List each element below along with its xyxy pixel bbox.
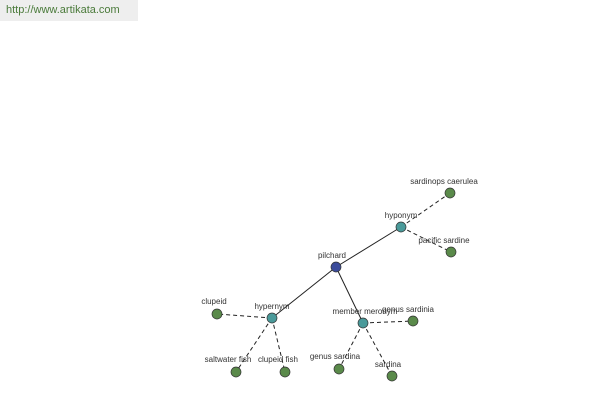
node-label: clupeid	[201, 297, 226, 306]
node[interactable]	[230, 366, 242, 378]
relation-edge	[400, 192, 451, 228]
node[interactable]	[333, 363, 345, 375]
node[interactable]	[279, 366, 291, 378]
node[interactable]	[445, 246, 457, 258]
edge	[335, 266, 364, 324]
node-label: hyponym	[385, 211, 418, 220]
node-label: genus sardina	[310, 352, 361, 361]
node-label: hypernym	[254, 302, 289, 311]
node[interactable]	[266, 312, 278, 324]
node[interactable]	[330, 261, 342, 273]
node-label: genus sardinia	[382, 305, 435, 314]
relation-edge	[338, 322, 364, 370]
relation-edge	[216, 313, 273, 319]
node-label: saltwater fish	[205, 355, 252, 364]
relation-edge	[362, 322, 393, 377]
node[interactable]	[211, 308, 223, 320]
node[interactable]	[444, 187, 456, 199]
edge	[271, 266, 337, 319]
node[interactable]	[357, 317, 369, 329]
relation-edge	[235, 317, 273, 373]
site-url[interactable]: http://www.artikata.com	[0, 0, 138, 21]
node-label: pacific sardine	[418, 236, 470, 245]
node-label: pilchard	[318, 251, 346, 260]
relation-edge	[362, 320, 414, 324]
node-label: sardinops caerulea	[410, 177, 478, 186]
relation-edge	[400, 226, 452, 253]
node-label: member meronym	[333, 307, 398, 316]
node[interactable]	[386, 370, 398, 382]
node-label: sardina	[375, 360, 402, 369]
edge	[335, 226, 402, 268]
relation-edge	[271, 317, 286, 373]
node[interactable]	[407, 315, 419, 327]
node-label: clupeid fish	[258, 355, 298, 364]
node[interactable]	[395, 221, 407, 233]
